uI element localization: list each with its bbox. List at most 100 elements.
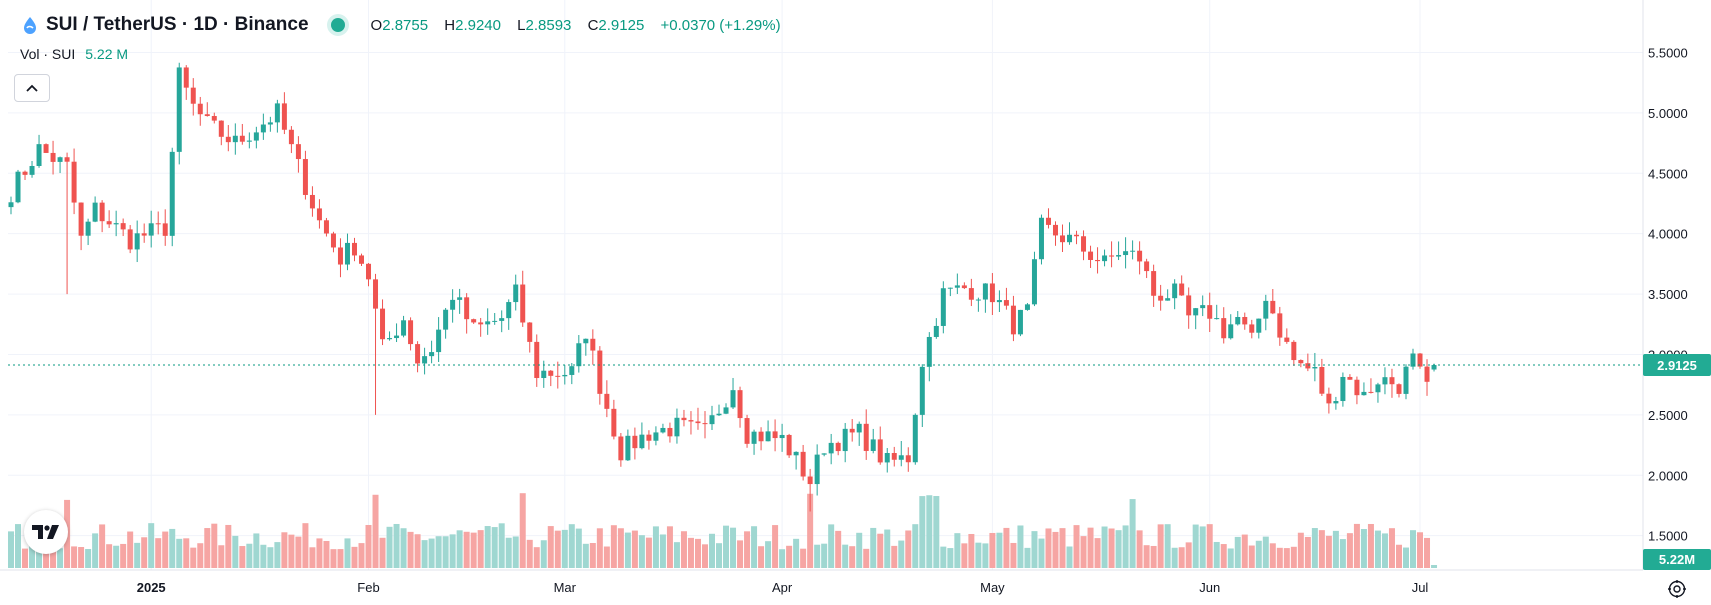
- candle-body: [681, 417, 687, 421]
- candle-body: [450, 299, 456, 310]
- candle-body: [295, 144, 301, 160]
- volume-bar: [1157, 524, 1164, 568]
- volume-bar: [169, 528, 176, 568]
- volume-bar: [540, 540, 547, 568]
- volume-bar: [1241, 534, 1248, 568]
- volume-bar: [1255, 540, 1262, 568]
- volume-bar: [456, 530, 463, 568]
- volume-bar: [1332, 530, 1339, 568]
- volume-bar: [1059, 528, 1066, 568]
- volume-bar: [162, 531, 169, 568]
- tradingview-logo-icon[interactable]: [24, 510, 68, 554]
- price-axis[interactable]: 5.50005.00004.50004.00003.50003.00002.50…: [1648, 45, 1688, 543]
- volume-bar: [968, 533, 975, 568]
- volume-bar: [190, 547, 197, 568]
- candle-body: [1326, 393, 1332, 404]
- candle-body: [1052, 224, 1058, 236]
- candle-body: [141, 233, 147, 236]
- candle-body: [148, 223, 154, 236]
- volume-bar: [547, 526, 554, 568]
- price-tick-label: 2.5000: [1648, 408, 1688, 423]
- candle-body: [1263, 300, 1269, 319]
- low-label: L: [517, 16, 526, 34]
- chart-header: SUI / TetherUS · 1D · Binance O2.8755 H2…: [20, 12, 793, 38]
- volume-bar: [225, 524, 232, 568]
- candle-body: [772, 431, 778, 439]
- volume-bar: [1283, 548, 1290, 568]
- gear-icon[interactable]: [1666, 578, 1688, 600]
- volume-bar: [176, 538, 183, 568]
- candle-body: [1417, 353, 1423, 367]
- volume-bar: [1290, 546, 1297, 568]
- candle-body: [15, 171, 21, 203]
- candle-body: [499, 318, 505, 321]
- volume-bar: [1178, 547, 1185, 568]
- candle-body: [968, 288, 974, 300]
- candle-body: [1410, 353, 1416, 367]
- candle-body: [1375, 384, 1381, 393]
- candle-body: [1340, 376, 1346, 402]
- candle-body: [807, 476, 813, 485]
- volume-bar: [57, 548, 64, 568]
- collapse-legend-button[interactable]: [14, 74, 50, 102]
- candle-body: [492, 320, 498, 322]
- volume-bar: [288, 534, 295, 568]
- price-candles: [8, 62, 1437, 512]
- candle-body: [43, 144, 49, 153]
- candle-body: [667, 427, 673, 437]
- time-axis[interactable]: 2025 Feb Mar Apr May Jun Jul: [137, 580, 1429, 595]
- candle-body: [534, 341, 540, 379]
- candle-body: [464, 297, 470, 320]
- candle-body: [576, 343, 582, 367]
- candle-body: [485, 321, 491, 325]
- candle-body: [989, 283, 995, 303]
- candle-body: [919, 366, 925, 415]
- volume-bar: [246, 543, 253, 568]
- volume-bar: [954, 533, 961, 568]
- volume-bar: [1101, 526, 1108, 568]
- volume-bar: [730, 527, 737, 568]
- volume-bar: [1304, 536, 1311, 568]
- volume-bar: [1269, 543, 1276, 568]
- volume-bar: [1346, 533, 1353, 568]
- volume-bar: [582, 543, 589, 568]
- volume-bar: [1402, 547, 1409, 568]
- volume-bar: [877, 533, 884, 568]
- volume-bar: [772, 525, 779, 568]
- volume-bar: [1164, 524, 1171, 568]
- candle-body: [611, 408, 617, 437]
- volume-bar: [1108, 528, 1115, 568]
- volume-bar: [1220, 544, 1227, 568]
- candle-body: [1081, 236, 1087, 252]
- candle-body: [281, 103, 287, 130]
- price-tick-label: 5.0000: [1648, 106, 1688, 121]
- candle-body: [541, 370, 547, 379]
- volume-bar: [905, 530, 912, 568]
- market-status-icon[interactable]: [330, 18, 345, 32]
- volume-bar: [323, 540, 330, 568]
- candle-body: [232, 135, 238, 143]
- candle-body: [1354, 379, 1360, 396]
- candle-body: [912, 414, 918, 463]
- symbol-title[interactable]: SUI / TetherUS · 1D · Binance: [46, 14, 309, 35]
- volume-bar: [793, 538, 800, 568]
- volume-bar: [106, 544, 113, 568]
- candle-body: [443, 309, 449, 330]
- candle-body: [239, 135, 245, 142]
- candle-body: [765, 431, 771, 442]
- volume-bar: [828, 524, 835, 568]
- volume-bar: [407, 531, 414, 568]
- candle-body: [50, 152, 56, 162]
- candle-body: [1312, 367, 1318, 369]
- volume-bar: [533, 547, 540, 568]
- candle-body: [387, 338, 393, 340]
- candle-body: [1389, 377, 1395, 385]
- candle-body: [660, 427, 666, 433]
- volume-bar: [933, 496, 940, 568]
- candle-body: [366, 263, 372, 280]
- candle-body: [1123, 251, 1129, 256]
- candle-body: [359, 255, 364, 264]
- candle-body: [218, 120, 224, 137]
- time-tick-label: Jul: [1412, 580, 1429, 595]
